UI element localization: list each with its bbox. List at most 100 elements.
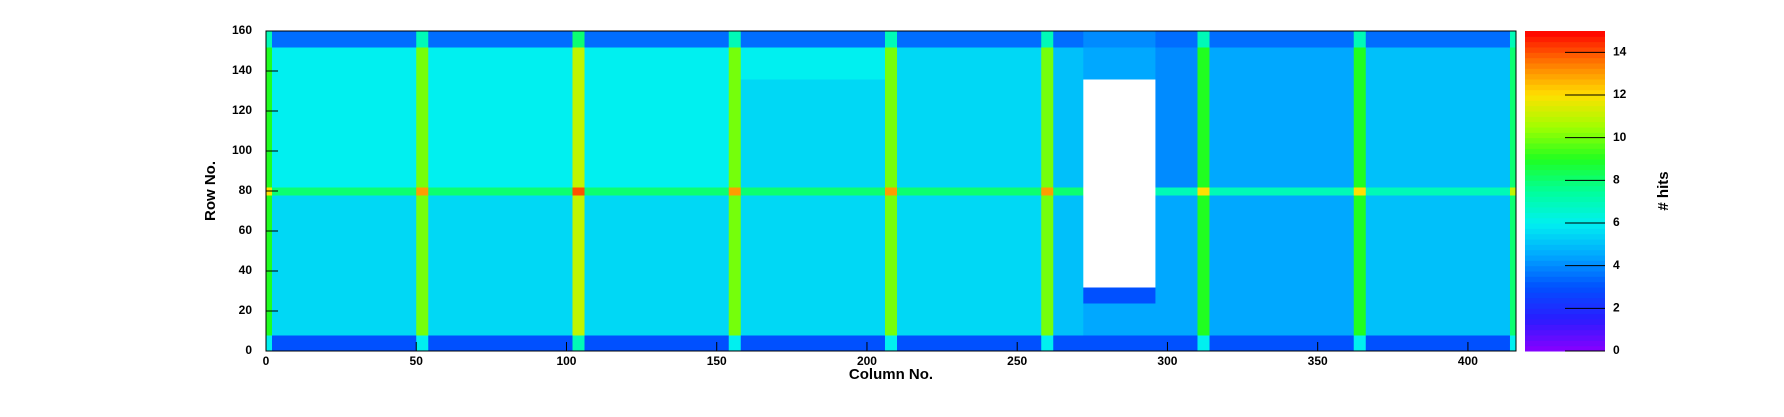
heatmap-cell bbox=[728, 195, 742, 288]
color-bar-step bbox=[1525, 68, 1605, 75]
heatmap-cell bbox=[1365, 187, 1511, 196]
heatmap-cell bbox=[1209, 303, 1355, 336]
heatmap-cell bbox=[1041, 195, 1054, 288]
heatmap-cell bbox=[272, 335, 417, 352]
color-bar-step bbox=[1525, 249, 1605, 256]
z-tick-label: 14 bbox=[1613, 45, 1627, 59]
heatmap-cell bbox=[572, 31, 586, 48]
heatmap-cell bbox=[1083, 287, 1156, 304]
color-bar-step bbox=[1525, 175, 1605, 181]
heatmap-cell bbox=[572, 335, 586, 352]
heatmap-cell bbox=[416, 303, 429, 336]
color-bar-step bbox=[1525, 41, 1605, 48]
heatmap-cell bbox=[1155, 187, 1198, 196]
heatmap-cell bbox=[884, 195, 898, 288]
color-bar-step bbox=[1525, 148, 1605, 155]
heatmap-cell bbox=[584, 303, 730, 336]
color-bar: 0 2 4 6 8 10 12 14 bbox=[1525, 31, 1627, 357]
heatmap-cell bbox=[740, 47, 886, 80]
heatmap-cell bbox=[897, 47, 1042, 80]
heatmap-cell bbox=[1509, 303, 1517, 336]
heatmap-cell bbox=[1365, 303, 1511, 336]
color-bar-step bbox=[1525, 255, 1605, 261]
heatmap-cell bbox=[1509, 31, 1517, 48]
heatmap-cell bbox=[584, 187, 730, 196]
color-bar-step bbox=[1525, 36, 1605, 43]
color-bar-step bbox=[1525, 159, 1605, 165]
heatmap-cell bbox=[572, 195, 586, 288]
heatmap-cell bbox=[584, 335, 730, 352]
heatmap-cell bbox=[416, 187, 429, 196]
color-bar-step bbox=[1525, 31, 1605, 37]
heatmap-cell bbox=[1197, 303, 1211, 336]
heatmap-cell bbox=[1353, 195, 1367, 288]
x-axis-title: Column No. bbox=[849, 366, 933, 383]
color-bar-step bbox=[1525, 287, 1605, 293]
color-bar-step bbox=[1525, 319, 1605, 325]
y-tick-label: 60 bbox=[239, 223, 253, 237]
heatmap-cell bbox=[266, 47, 273, 80]
heatmap-cell bbox=[1197, 335, 1211, 352]
heatmap-cell bbox=[1053, 31, 1084, 48]
heatmap-cell bbox=[1509, 335, 1517, 352]
color-bar-step bbox=[1525, 164, 1605, 171]
heatmap-cell bbox=[1041, 335, 1054, 352]
heatmap-cell bbox=[1083, 303, 1156, 336]
color-bar-step bbox=[1525, 281, 1605, 288]
heatmap-cell bbox=[1197, 79, 1211, 188]
heatmap-cell bbox=[272, 187, 417, 196]
heatmap-cell bbox=[728, 31, 742, 48]
z-tick-label: 4 bbox=[1613, 258, 1620, 272]
heatmap-cell bbox=[266, 303, 273, 336]
heatmap-cell bbox=[740, 303, 886, 336]
heatmap-cell bbox=[1155, 47, 1198, 80]
heatmap-cell bbox=[884, 287, 898, 304]
heatmap-cell bbox=[740, 31, 886, 48]
color-bar-step bbox=[1525, 121, 1605, 128]
heatmap-cell bbox=[266, 287, 273, 304]
color-bar-step bbox=[1525, 345, 1605, 352]
heatmap-cell bbox=[728, 287, 742, 304]
color-bar-step bbox=[1525, 105, 1605, 112]
color-bar-step bbox=[1525, 276, 1605, 283]
heatmap-cell bbox=[1083, 195, 1156, 288]
y-tick-label: 120 bbox=[232, 103, 252, 117]
heatmap-cell bbox=[272, 287, 417, 304]
color-bar-step bbox=[1525, 127, 1605, 133]
color-bar-step bbox=[1525, 201, 1605, 208]
heatmap-cell bbox=[1155, 303, 1198, 336]
heatmap-cell bbox=[740, 79, 886, 188]
color-bar-step bbox=[1525, 207, 1605, 213]
color-bar-step bbox=[1525, 84, 1605, 91]
heatmap-cell bbox=[1197, 287, 1211, 304]
heatmap-cell bbox=[428, 303, 573, 336]
color-bar-step bbox=[1525, 196, 1605, 203]
heatmap-cell bbox=[884, 187, 898, 196]
color-bar-step bbox=[1525, 260, 1605, 267]
heatmap-cell bbox=[572, 47, 586, 80]
heatmap-cell bbox=[1083, 31, 1156, 48]
color-bar-step bbox=[1525, 313, 1605, 320]
heatmap-cell bbox=[272, 79, 417, 188]
color-bar-step bbox=[1525, 329, 1605, 336]
heatmap-cell bbox=[428, 335, 573, 352]
color-bar-step bbox=[1525, 191, 1605, 197]
heatmap-cell bbox=[584, 79, 730, 188]
color-bar-step bbox=[1525, 116, 1605, 123]
heatmap-cell bbox=[1209, 187, 1355, 196]
color-bar-step bbox=[1525, 95, 1605, 101]
heatmap-cell bbox=[1353, 287, 1367, 304]
heatmap-cell bbox=[428, 187, 573, 196]
color-bar-step bbox=[1525, 73, 1605, 80]
heatmap-cell bbox=[728, 303, 742, 336]
color-bar-step bbox=[1525, 169, 1605, 176]
heatmap-cell bbox=[1509, 79, 1517, 188]
z-tick-label: 2 bbox=[1613, 301, 1620, 315]
z-axis-title: # hits bbox=[1655, 171, 1672, 210]
color-bar-step bbox=[1525, 57, 1605, 64]
heatmap-cell bbox=[728, 187, 742, 196]
heatmap-cell bbox=[1365, 31, 1511, 48]
color-bar-step bbox=[1525, 308, 1605, 315]
color-bar-step bbox=[1525, 217, 1605, 224]
heatmap-cell bbox=[428, 287, 573, 304]
